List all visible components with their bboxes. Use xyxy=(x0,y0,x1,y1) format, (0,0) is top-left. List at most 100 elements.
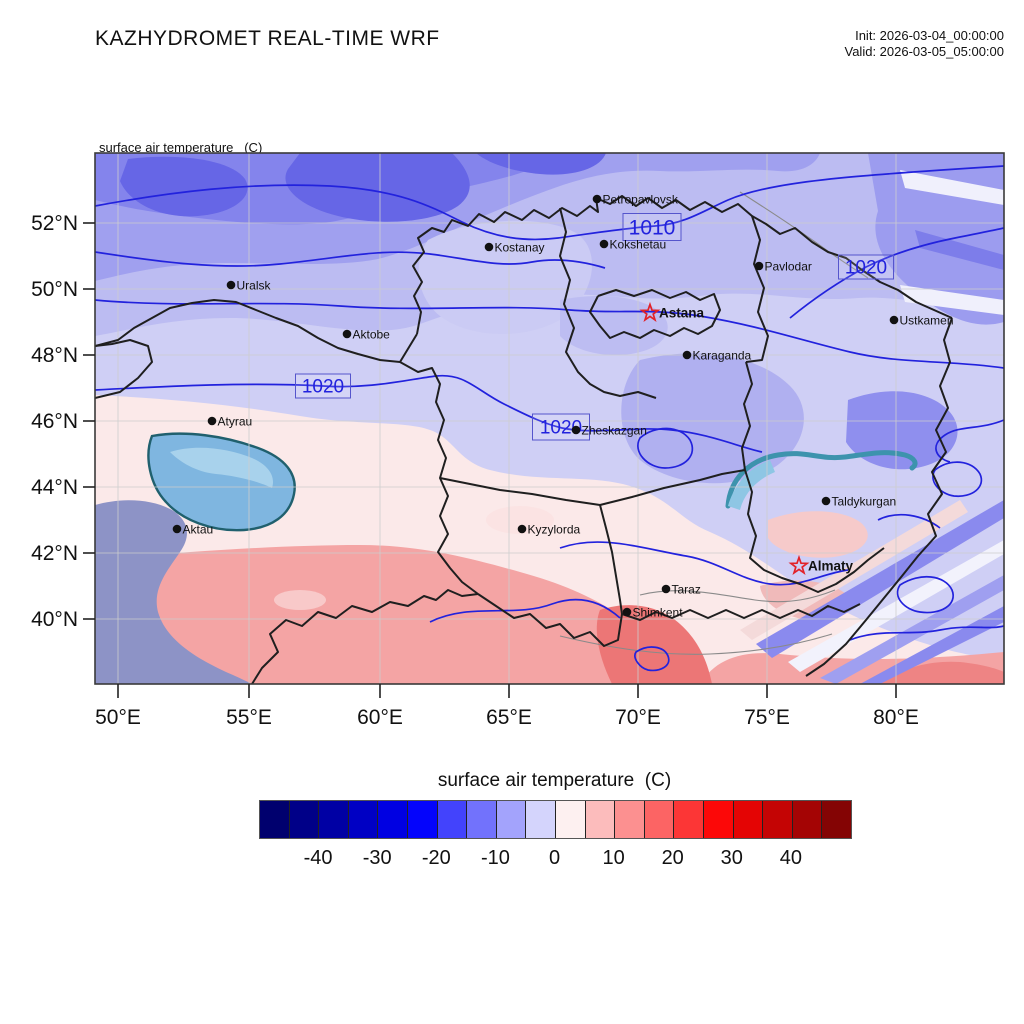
longitude-axis: 50°E 55°E 60°E 65°E 70°E 75°E 80°E xyxy=(95,684,919,729)
city-dot-icon xyxy=(821,496,831,506)
colorbar-cell xyxy=(260,801,290,838)
city-label: Zheskazgan xyxy=(582,424,647,438)
colorbar-cell xyxy=(763,801,793,838)
city-atyrau: Atyrau xyxy=(207,415,252,429)
colorbar-tick-label: 20 xyxy=(661,847,684,869)
colorbar-tick-label: 0 xyxy=(548,847,561,869)
city-label: Ustkamen xyxy=(900,314,954,328)
pressure-label-value: 1020 xyxy=(302,377,344,398)
colorbar-cell xyxy=(555,801,586,838)
lat-tick-label: 42°N xyxy=(31,542,78,565)
city-dot-icon xyxy=(599,239,609,249)
colorbar-cell xyxy=(822,801,851,838)
oblast-borders xyxy=(95,195,953,684)
city-kyzylorda: Kyzylorda xyxy=(517,523,581,537)
city-dot-icon xyxy=(571,425,581,435)
colorbar-cell xyxy=(674,801,704,838)
city-almaty: Almaty xyxy=(788,554,854,576)
lon-tick-label: 80°E xyxy=(873,706,919,729)
pressure-label-value: 1010 xyxy=(629,216,676,239)
city-dot-icon xyxy=(622,607,632,617)
city-dot-icon xyxy=(517,524,527,534)
city-petropavlovsk: Petropavlovsk xyxy=(592,193,679,207)
colorbar-tick-label: 30 xyxy=(720,847,743,869)
city-pavlodar: Pavlodar xyxy=(754,260,812,274)
city-label: Petropavlovsk xyxy=(603,193,679,207)
city-dot-icon xyxy=(226,280,236,290)
city-kostanay: Kostanay xyxy=(484,241,545,255)
capital-star-icon xyxy=(639,301,661,323)
city-dot-icon xyxy=(207,416,217,426)
layer-temperature-label: surface air temperature (C) xyxy=(99,140,263,155)
city-label: Astana xyxy=(659,306,705,321)
city-label: Uralsk xyxy=(237,279,272,293)
lon-tick-label: 50°E xyxy=(95,706,141,729)
city-dot-icon xyxy=(889,315,899,325)
colorbar-cell xyxy=(378,801,408,838)
colorbar-cell xyxy=(585,801,616,838)
colorbar-title: surface air temperature (C) xyxy=(437,770,672,791)
colorbar-tick-label: 40 xyxy=(779,847,803,869)
map-frame xyxy=(94,152,1005,685)
lat-tick-label: 48°N xyxy=(31,344,78,367)
latitude-axis: 52°N 50°N 48°N 46°N 44°N 42°N 40°N xyxy=(31,212,95,631)
city-label: Karaganda xyxy=(693,349,752,363)
city-label: Kokshetau xyxy=(610,238,667,252)
city-aktobe: Aktobe xyxy=(342,328,390,342)
graticule xyxy=(95,153,1004,684)
colorbar-cell xyxy=(496,801,527,838)
colorbar-tick-label: -10 xyxy=(480,847,510,869)
init-timestamp: Init: 2026-03-04_00:00:00 xyxy=(855,28,1004,43)
lon-tick-label: 70°E xyxy=(615,706,661,729)
pressure-label-box xyxy=(295,373,351,399)
city-dot-icon xyxy=(172,524,182,534)
city-taldykurgan: Taldykurgan xyxy=(821,495,896,509)
colorbar-labels: -40 -30 -20 -10 0 10 20 30 40 xyxy=(259,847,850,873)
lon-tick-label: 60°E xyxy=(357,706,403,729)
lon-tick-label: 75°E xyxy=(744,706,790,729)
lake-balkhash xyxy=(725,450,918,509)
pressure-label-box xyxy=(532,413,590,441)
city-zheskazgan: Zheskazgan xyxy=(571,424,647,438)
pressure-label-group: 1010 1020 1020 1020 xyxy=(295,213,894,441)
run-timestamps: Init: 2026-03-04_00:00:00 Valid: 2026-03… xyxy=(845,28,1005,60)
city-dot-icon xyxy=(661,584,671,594)
colorbar-tick-label: 10 xyxy=(602,847,625,869)
colorbar-cell xyxy=(348,801,379,838)
colorbar-cell xyxy=(644,801,675,838)
city-dot-icon xyxy=(592,194,602,204)
colorbar-cell xyxy=(319,801,349,838)
pressure-label-value: 1020 xyxy=(845,258,887,279)
city-label: Aktau xyxy=(183,523,214,537)
city-dot-icon xyxy=(682,350,692,360)
valid-timestamp: Valid: 2026-03-05_05:00:00 xyxy=(844,44,1005,59)
colorbar-cell xyxy=(467,801,497,838)
pressure-label: 1020 xyxy=(295,373,351,399)
city-label: Taraz xyxy=(672,583,701,597)
weather-map: 1010 1020 1020 1020 Petropavlovsk Kostanay Ko… xyxy=(31,152,1005,729)
colorbar-cell xyxy=(703,801,734,838)
colorbar-cell xyxy=(733,801,764,838)
city-label: Almaty xyxy=(808,559,854,574)
capital-star-icon xyxy=(788,554,810,576)
city-aktau: Aktau xyxy=(172,523,214,537)
colorbar-tick-label: -20 xyxy=(421,847,451,869)
pressure-label-box xyxy=(838,254,894,280)
city-taraz: Taraz xyxy=(661,583,701,597)
pressure-label: 1020 xyxy=(838,254,894,280)
city-dot-icon xyxy=(484,242,494,252)
city-label: Kostanay xyxy=(495,241,545,255)
colorbar xyxy=(259,800,852,839)
pressure-contours xyxy=(95,165,1004,672)
city-kokshetau: Kokshetau xyxy=(599,238,667,252)
colorbar-cell xyxy=(792,801,823,838)
lat-tick-label: 44°N xyxy=(31,476,78,499)
lat-tick-label: 50°N xyxy=(31,278,78,301)
city-dot-icon xyxy=(342,329,352,339)
colorbar-cell xyxy=(289,801,320,838)
city-label: Shimkent xyxy=(633,606,684,620)
city-shimkent: Shimkent xyxy=(622,606,684,620)
page-title: KAZHYDROMET REAL-TIME WRF xyxy=(95,27,440,50)
city-uralsk: Uralsk xyxy=(226,279,272,293)
